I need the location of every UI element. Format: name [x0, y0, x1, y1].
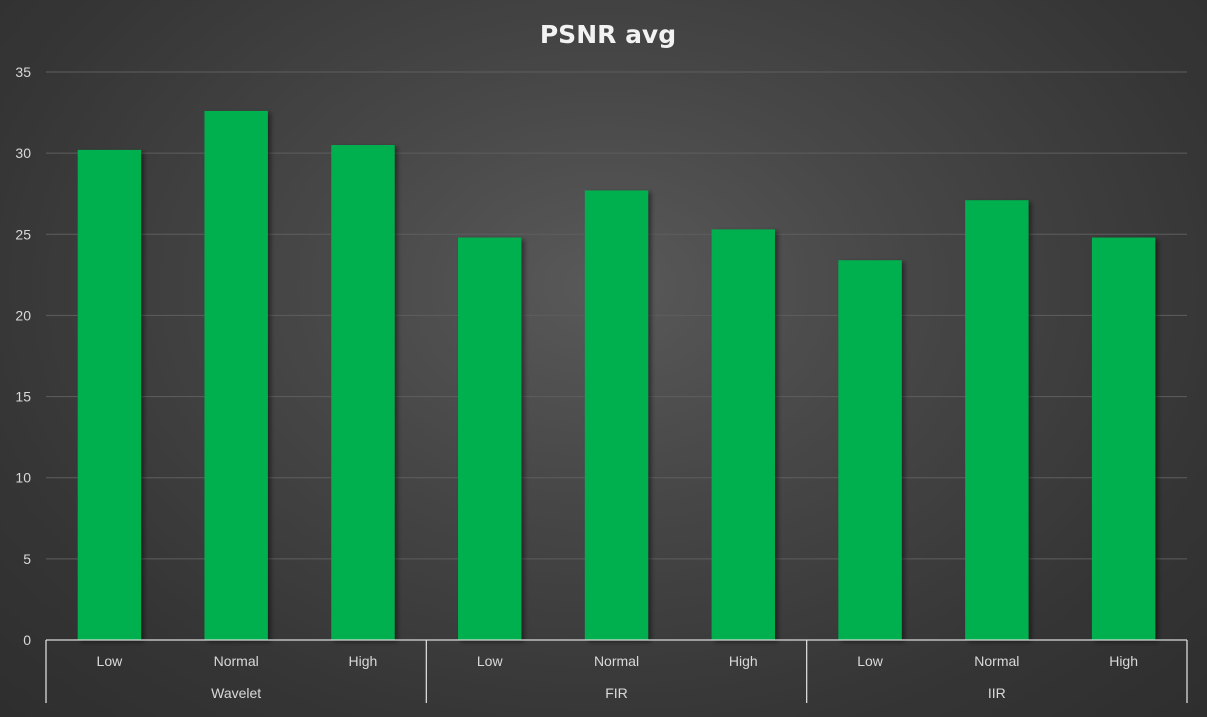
bar	[711, 229, 775, 640]
x-category-label: Low	[477, 653, 504, 669]
x-axis-labels: Low Normal High Low Normal High Low Normal High W…	[97, 653, 1138, 701]
y-tick-label: 15	[15, 389, 31, 405]
x-category-label: Low	[97, 653, 124, 669]
y-tick-label: 35	[15, 64, 31, 80]
x-category-label: Normal	[214, 653, 259, 669]
y-tick-label: 30	[15, 145, 31, 161]
bar	[204, 110, 268, 641]
x-category-label: High	[729, 653, 758, 669]
x-category-label: High	[349, 653, 378, 669]
bar	[965, 200, 1029, 640]
bar	[458, 237, 522, 640]
bars	[77, 110, 1156, 641]
x-axis	[45, 639, 1188, 703]
x-category-label: High	[1109, 653, 1138, 669]
bar	[1091, 237, 1156, 640]
y-tick-label: 20	[15, 307, 31, 323]
bar	[77, 149, 142, 640]
chart-title: PSNR avg	[540, 20, 676, 49]
y-axis-tick-labels: 0 5 10 15 20 25 30 35	[15, 64, 31, 648]
x-category-label: Normal	[974, 653, 1019, 669]
x-group-label: FIR	[605, 685, 628, 701]
x-category-label: Normal	[594, 653, 639, 669]
bar	[838, 260, 902, 640]
bar	[584, 190, 649, 640]
x-group-label: Wavelet	[211, 685, 261, 701]
y-tick-label: 5	[23, 551, 31, 567]
y-tick-label: 10	[15, 470, 31, 486]
x-group-label: IIR	[988, 685, 1006, 701]
y-tick-label: 0	[23, 632, 31, 648]
y-tick-label: 25	[15, 226, 31, 242]
x-category-label: Low	[857, 653, 884, 669]
bar	[331, 145, 395, 640]
